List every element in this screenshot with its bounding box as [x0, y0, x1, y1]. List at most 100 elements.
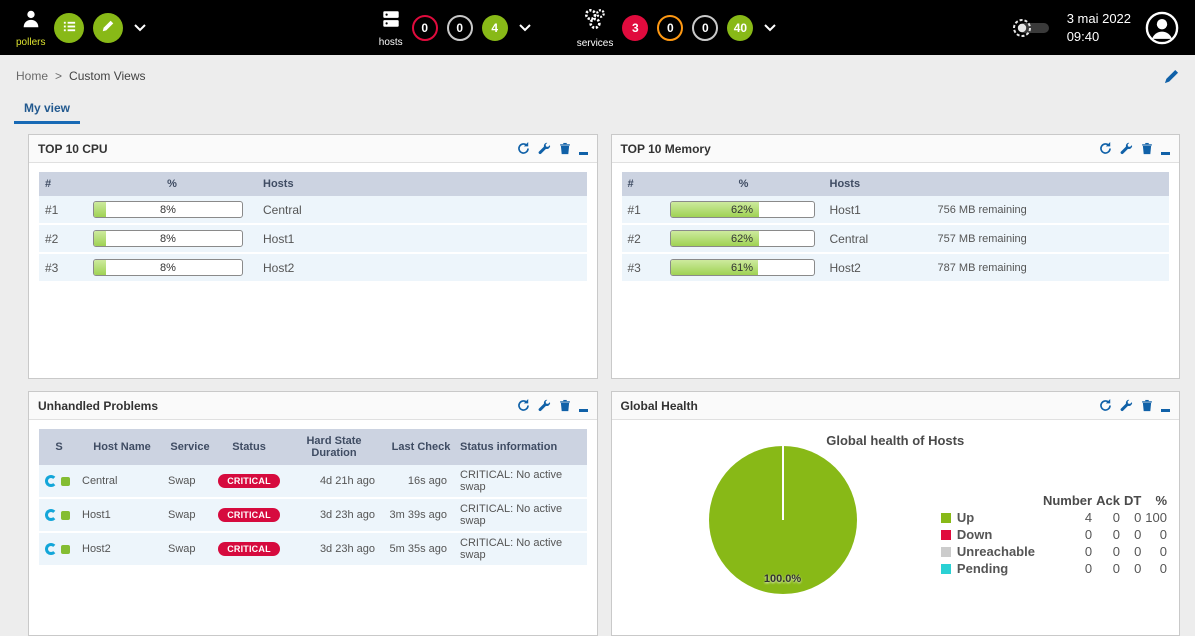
problem-row[interactable]: Host2 Swap CRITICAL 3d 23h ago 5m 35s ag… [39, 532, 587, 566]
wrench-icon[interactable] [1120, 399, 1133, 412]
hosts-menu[interactable]: hosts [379, 8, 403, 48]
legend-row: Down 0 0 0 0 [939, 526, 1169, 543]
panel-top-memory-header: TOP 10 Memory [611, 135, 1179, 163]
user-avatar[interactable] [1145, 11, 1179, 45]
pollers-menu[interactable]: pollers [16, 8, 45, 48]
panel-global-health: Global Health Global health of Hosts 100… [610, 391, 1180, 636]
wrench-icon[interactable] [538, 399, 551, 412]
column-header: S [39, 429, 79, 465]
wrench-icon[interactable] [1120, 142, 1133, 155]
bar-label: 8% [160, 233, 176, 245]
services-chevron-down-icon[interactable] [764, 23, 777, 32]
hosts-unreachable-counter[interactable]: 0 [446, 14, 473, 41]
memory-remaining-cell: 756 MB remaining [937, 203, 1027, 216]
pencil-icon [101, 19, 115, 36]
services-unknown-counter[interactable]: 0 [692, 14, 719, 41]
trash-icon[interactable] [1141, 142, 1153, 155]
refresh-icon[interactable] [517, 142, 530, 155]
trash-icon[interactable] [559, 399, 571, 412]
pollers-label: pollers [16, 36, 46, 48]
tab-my-view[interactable]: My view [14, 97, 81, 124]
column-header: % [663, 172, 824, 196]
minimize-icon[interactable] [1161, 408, 1170, 412]
widget-grid: TOP 10 CPU # % Hosts #1 [0, 124, 1195, 636]
column-header: Status [215, 429, 283, 465]
panel-global-health-body: Global health of Hosts 100.0% Number Ack… [612, 420, 1180, 635]
pie-legend: Number Ack DT % Up 4 0 0 100 D [939, 492, 1169, 577]
minimize-icon[interactable] [1161, 151, 1170, 155]
panel-title: TOP 10 CPU [38, 141, 108, 156]
topbar-right-group: 3 mai 2022 09:40 [1009, 10, 1179, 45]
legend-header-empty [939, 492, 1041, 509]
panel-title: TOP 10 Memory [620, 141, 711, 156]
status-badge: CRITICAL [218, 542, 280, 556]
trash-icon[interactable] [1141, 399, 1153, 412]
problem-row[interactable]: Host1 Swap CRITICAL 3d 23h ago 3m 39s ag… [39, 498, 587, 532]
service-cell[interactable]: Swap [168, 509, 196, 521]
table-row[interactable]: #3 61% Host2 787 MB remaining [621, 253, 1169, 282]
service-cell[interactable]: Swap [168, 543, 196, 555]
breadcrumb: Home > Custom Views [16, 69, 146, 83]
services-warning-counter[interactable]: 0 [657, 14, 684, 41]
services-status-group: services 3 0 0 40 [577, 7, 777, 49]
host-name-cell[interactable]: Host2 [82, 543, 111, 555]
legend-label: Unreachable [956, 544, 1035, 559]
host-up-square-icon [61, 510, 70, 520]
hosts-down-counter[interactable]: 0 [411, 14, 438, 41]
theme-toggle[interactable] [1009, 17, 1053, 39]
bar-label: 62% [730, 233, 754, 245]
minimize-icon[interactable] [578, 408, 588, 412]
topbar: pollers hosts 0 0 4 [0, 0, 1195, 55]
rank-cell: #2 [627, 231, 641, 246]
legend-dt: 0 [1134, 561, 1142, 576]
table-row[interactable]: #2 62% Central 757 MB remaining [621, 224, 1169, 253]
poller-list-button[interactable] [54, 12, 85, 43]
hosts-up-counter[interactable]: 4 [481, 14, 508, 41]
problem-row[interactable]: Central Swap CRITICAL 4d 21h ago 16s ago… [39, 465, 587, 498]
legend-header: Ack [1096, 493, 1120, 508]
host-name-cell[interactable]: Host1 [82, 509, 111, 521]
trash-icon[interactable] [559, 142, 571, 155]
legend-ack: 0 [1112, 544, 1120, 559]
refresh-icon[interactable] [1099, 142, 1112, 155]
hosts-chevron-down-icon[interactable] [518, 23, 531, 32]
breadcrumb-bar: Home > Custom Views [0, 55, 1195, 97]
service-cell[interactable]: Swap [168, 475, 196, 487]
breadcrumb-custom-views[interactable]: Custom Views [69, 69, 146, 83]
refresh-icon[interactable] [1099, 399, 1112, 412]
panel-title: Global Health [620, 398, 698, 413]
legend-header: % [1155, 493, 1167, 508]
wrench-icon[interactable] [538, 142, 551, 155]
panel-unhandled-problems: Unhandled Problems S Host Name Service S… [28, 391, 598, 636]
table-row[interactable]: #1 8% Central [39, 196, 587, 224]
memory-remaining-cell: 787 MB remaining [937, 261, 1027, 274]
table-row[interactable]: #1 62% Host1 756 MB remaining [621, 196, 1169, 224]
status-info-cell: CRITICAL: No active swap [460, 469, 563, 493]
services-critical-counter[interactable]: 3 [622, 14, 649, 41]
legend-dt: 0 [1134, 544, 1142, 559]
host-name-cell[interactable]: Central [82, 475, 118, 487]
pollers-chevron-down-icon[interactable] [134, 23, 147, 32]
pie-slice-divider [781, 446, 784, 520]
refresh-icon[interactable] [517, 399, 530, 412]
services-ok-counter[interactable]: 40 [727, 14, 754, 41]
bar-label: 8% [160, 204, 176, 216]
table-row[interactable]: #3 8% Host2 [39, 253, 587, 282]
edit-view-icon[interactable] [1164, 69, 1179, 84]
panel-global-health-header: Global Health [611, 392, 1179, 420]
rank-cell: #2 [45, 231, 59, 246]
memory-usage-bar: 61% [669, 259, 815, 276]
column-header: % [87, 172, 257, 196]
legend-dt: 0 [1134, 527, 1142, 542]
host-cell: Host2 [263, 260, 295, 275]
cpu-usage-bar: 8% [93, 259, 243, 276]
column-header: Hard State Duration [283, 429, 385, 465]
legend-ack: 0 [1112, 527, 1120, 542]
services-menu[interactable]: services [577, 7, 613, 49]
table-row[interactable]: #2 8% Host1 [39, 224, 587, 253]
status-info-cell: CRITICAL: No active swap [460, 503, 563, 527]
poller-configuration-button[interactable] [93, 12, 124, 43]
minimize-icon[interactable] [578, 151, 588, 155]
breadcrumb-separator: > [55, 69, 63, 83]
breadcrumb-home[interactable]: Home [16, 69, 49, 83]
